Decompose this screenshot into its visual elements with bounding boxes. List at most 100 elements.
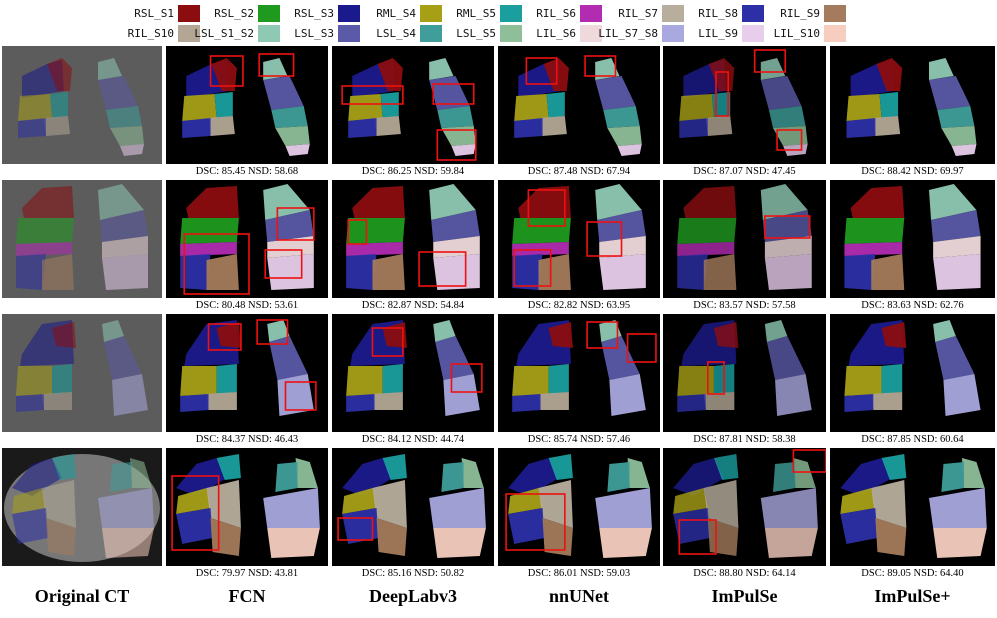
legend-item: RSL_S3	[268, 3, 360, 23]
segment-region	[429, 58, 454, 80]
legend-swatch	[500, 24, 522, 42]
metric-label: DSC: 85.74 NSD: 57.46	[527, 434, 631, 445]
segment-region	[844, 394, 874, 412]
error-highlight-box	[418, 251, 467, 287]
error-highlight-box	[276, 207, 315, 241]
segment-region	[206, 480, 241, 528]
legend-label: LSL_S3	[294, 26, 334, 40]
legend-item: RIL_S6	[510, 3, 602, 23]
segment-region	[16, 242, 72, 256]
segment-region	[269, 336, 308, 380]
segment-region	[50, 92, 68, 118]
segment-region	[216, 364, 237, 394]
segment-region	[844, 254, 876, 290]
metric-label: DSC: 87.81 NSD: 58.38	[693, 434, 796, 445]
legend-item: LSL_S1_S2	[188, 23, 280, 43]
legend-swatch	[258, 4, 280, 22]
legend-swatch	[824, 4, 846, 22]
legend-swatch	[338, 24, 360, 42]
error-highlight-box	[256, 319, 289, 345]
segment-region	[16, 394, 44, 412]
segment-region	[764, 254, 812, 290]
legend-item: RIL_S8	[672, 3, 764, 23]
legend-swatch	[420, 24, 442, 42]
metric-label: DSC: 87.48 NSD: 67.94	[527, 166, 631, 177]
segment-region	[871, 480, 907, 528]
error-highlight-box	[586, 321, 619, 349]
error-highlight-box	[626, 333, 657, 363]
legend-item: LSL_S5	[430, 23, 522, 43]
segment-region	[933, 528, 987, 558]
segmentation-result-image	[166, 46, 328, 164]
segment-region	[514, 94, 549, 121]
legend-label: RML_S5	[456, 6, 496, 20]
segmentation-result-image	[663, 46, 826, 164]
segment-region	[677, 242, 735, 256]
segment-region	[599, 236, 646, 258]
segmentation-result-image	[166, 314, 328, 432]
segment-region	[760, 76, 802, 110]
segment-region	[538, 392, 569, 410]
legend-swatch	[742, 4, 764, 22]
legend-label: RIL_S6	[536, 6, 576, 20]
legend-label: LIL_S7_S8	[598, 26, 658, 40]
legend-item: RIL_S9	[754, 3, 846, 23]
segment-region	[703, 392, 735, 410]
segment-region	[130, 458, 152, 488]
segment-region	[216, 454, 241, 480]
segment-region	[346, 394, 375, 412]
segment-region	[703, 254, 737, 290]
segmentation-result-image	[830, 314, 995, 432]
segment-region	[429, 184, 476, 220]
legend-label: RIL_S9	[780, 6, 820, 20]
segment-region	[180, 394, 209, 412]
segment-region	[433, 320, 456, 342]
segment-region	[935, 336, 975, 380]
segment-region	[102, 236, 148, 258]
legend-item: RIL_S10	[108, 23, 200, 43]
legend-label: LIL_S6	[536, 26, 576, 40]
legend-label: LIL_S10	[773, 26, 820, 40]
segment-region	[346, 242, 403, 256]
segment-region	[548, 322, 573, 348]
metric-label: DSC: 80.48 NSD: 53.61	[195, 300, 299, 311]
column-title: Original CT	[34, 586, 130, 606]
segment-region	[601, 336, 640, 380]
error-highlight-box	[776, 129, 803, 151]
metric-label: DSC: 86.01 NSD: 59.03	[527, 568, 631, 579]
error-highlight-box	[171, 475, 220, 551]
segmentation-result-image	[332, 180, 494, 298]
legend-item: LIL_S9	[672, 23, 764, 43]
segment-region	[768, 106, 806, 128]
segment-region	[441, 126, 476, 146]
error-highlight-box	[678, 519, 717, 555]
legend-swatch	[420, 4, 442, 22]
metric-label: DSC: 88.80 NSD: 64.14	[693, 568, 796, 579]
original-ct-image	[2, 448, 162, 566]
segment-region	[773, 462, 796, 492]
segment-region	[372, 480, 407, 528]
segment-region	[546, 92, 565, 118]
error-highlight-box	[505, 493, 566, 551]
metric-label: DSC: 89.05 NSD: 64.40	[861, 568, 964, 579]
segment-region	[881, 364, 903, 394]
segment-region	[110, 126, 144, 146]
segment-region	[206, 254, 239, 290]
segment-region	[846, 118, 876, 138]
segmentation-result-image	[830, 46, 995, 164]
segment-region	[793, 458, 816, 488]
segment-region	[512, 254, 543, 290]
segment-region	[933, 254, 981, 290]
legend-item: RSL_S1	[108, 3, 200, 23]
segment-region	[98, 58, 122, 80]
metric-label: DSC: 79.97 NSD: 43.81	[195, 568, 299, 579]
segment-region	[929, 76, 971, 110]
segment-region	[931, 210, 981, 242]
segment-region	[873, 116, 901, 136]
segment-region	[380, 92, 399, 118]
segment-region	[548, 364, 569, 394]
segment-region	[840, 508, 878, 544]
error-highlight-box	[707, 361, 725, 395]
segment-region	[840, 458, 892, 496]
segment-region	[342, 508, 379, 544]
